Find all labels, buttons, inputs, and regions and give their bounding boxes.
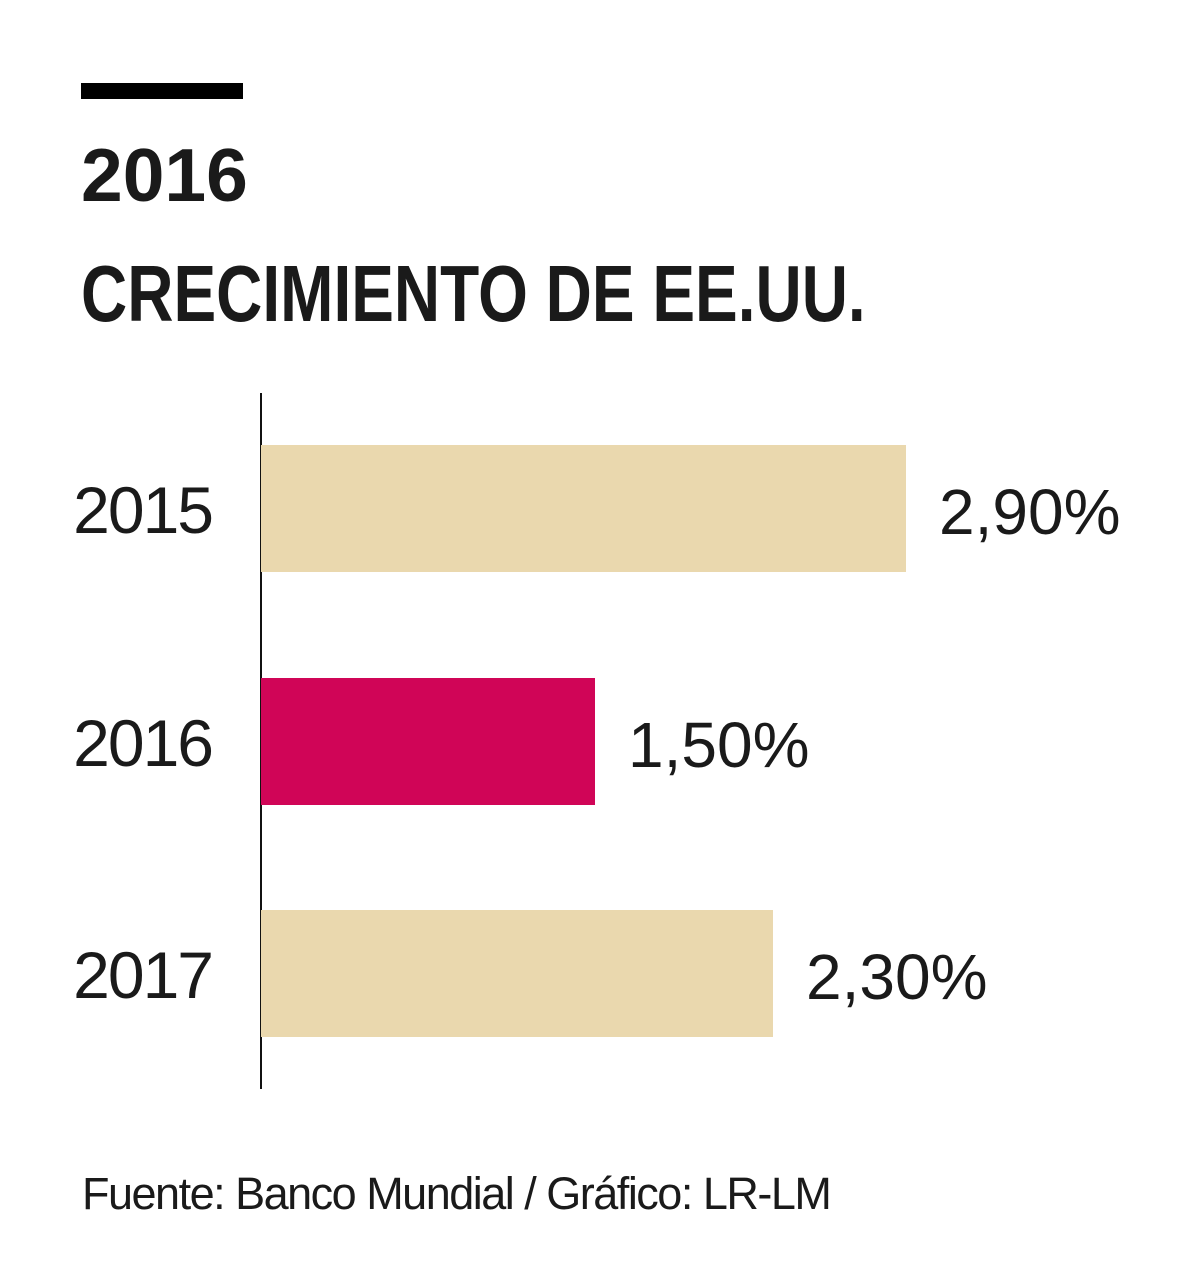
- bar-row-2016: 1,50%: [261, 678, 809, 805]
- bar-2016: [261, 678, 595, 805]
- bar-row-2015: 2,90%: [261, 445, 1120, 572]
- category-label-2016: 2016: [73, 706, 214, 780]
- top-rule: [81, 83, 243, 99]
- chart-title: CRECIMIENTO DE EE.UU.: [81, 249, 866, 338]
- bar-2015: [261, 445, 906, 572]
- category-label-2017: 2017: [73, 938, 214, 1012]
- bar-2017: [261, 910, 773, 1037]
- value-label-2017: 2,30%: [806, 940, 988, 1013]
- value-label-2015: 2,90%: [939, 475, 1121, 548]
- value-label-2016: 1,50%: [628, 708, 810, 781]
- kicker-year: 2016: [81, 133, 248, 217]
- source-credit: Fuente: Banco Mundial / Gráfico: LR-LM: [82, 1168, 832, 1219]
- category-label-2015: 2015: [73, 473, 214, 547]
- bar-row-2017: 2,30%: [261, 910, 987, 1037]
